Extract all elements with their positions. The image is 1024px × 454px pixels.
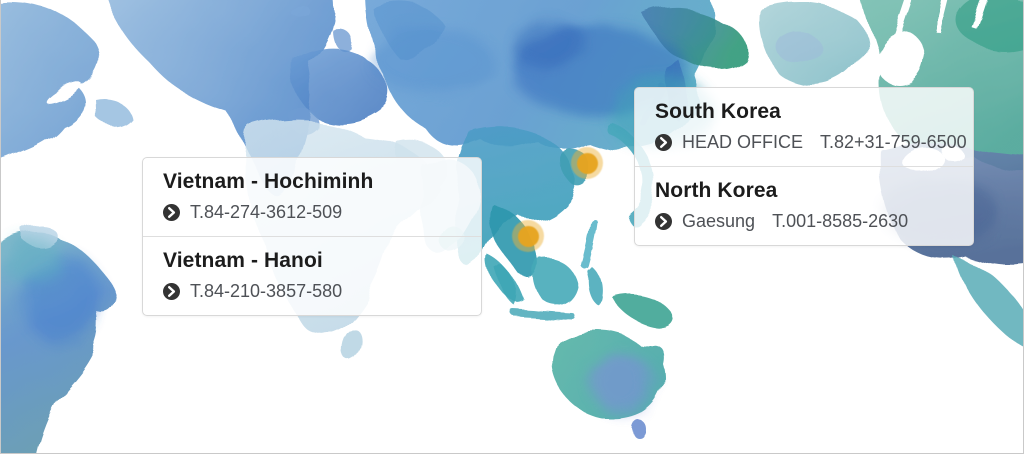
- chevron-right-circle-icon: [655, 212, 672, 230]
- office-contact-row: Gaesung T.001-8585-2630: [655, 209, 953, 233]
- chevron-right-circle-icon: [163, 282, 180, 300]
- marker-south-korea: [571, 147, 603, 179]
- office-title: Vietnam - Hanoi: [163, 249, 323, 272]
- office-contact-row: T.84-210-3857-580: [163, 279, 461, 303]
- region-indochina: [490, 204, 539, 279]
- office-title: South Korea: [655, 100, 781, 123]
- office-entry-north-korea: North Korea Gaesung T.001-8585-2630: [635, 166, 973, 245]
- office-contact-row: HEAD OFFICE T.82+31-759-6500: [655, 130, 967, 154]
- office-phone: T.001-8585-2630: [772, 211, 909, 231]
- office-entry-south-korea: South Korea HEAD OFFICE T.82+31-759-6500: [635, 88, 973, 166]
- office-phone: T.84-274-3612-509: [190, 202, 343, 222]
- marker-vietnam: [512, 220, 544, 252]
- office-title: North Korea: [655, 179, 778, 202]
- office-location-label: HEAD OFFICE: [682, 132, 804, 152]
- location-dot-icon: [517, 225, 539, 247]
- chevron-right-circle-icon: [655, 133, 672, 151]
- office-phone: T.84-210-3857-580: [190, 281, 343, 301]
- office-entry-hochiminh: Vietnam - Hochiminh T.84-274-3612-509: [143, 158, 481, 236]
- korea-offices-card: South Korea HEAD OFFICE T.82+31-759-6500…: [634, 87, 974, 246]
- office-entry-hanoi: Vietnam - Hanoi T.84-210-3857-580: [143, 236, 481, 315]
- continent-europe: [292, 46, 390, 123]
- office-title: Vietnam - Hochiminh: [163, 170, 374, 193]
- location-dot-icon: [576, 152, 598, 174]
- chevron-right-circle-icon: [163, 203, 180, 221]
- continent-north-america-east: [1, 2, 98, 163]
- office-phone: T.82+31-759-6500: [820, 132, 967, 152]
- vietnam-offices-card: Vietnam - Hochiminh T.84-274-3612-509 Vi…: [142, 157, 482, 316]
- office-contact-row: T.84-274-3612-509: [163, 200, 461, 224]
- office-location-label: Gaesung: [682, 211, 756, 231]
